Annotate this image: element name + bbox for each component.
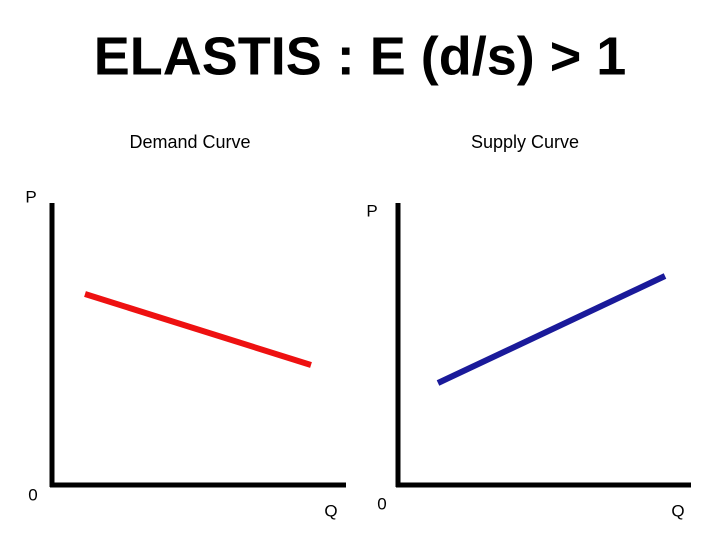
panel-label: Supply Curve: [471, 132, 579, 152]
x-axis-label: Q: [671, 501, 684, 520]
demand-curve: [84, 291, 312, 368]
origin-label: 0: [28, 485, 37, 504]
y-axis-label: P: [25, 187, 36, 206]
title: ELASTIS : E (d/s) > 1: [94, 26, 627, 86]
panel-label: Demand Curve: [129, 132, 250, 152]
x-axis-label: Q: [324, 501, 337, 520]
y-axis-label: P: [366, 201, 377, 220]
origin-label: 0: [377, 494, 386, 513]
supply-curve: [436, 273, 667, 386]
